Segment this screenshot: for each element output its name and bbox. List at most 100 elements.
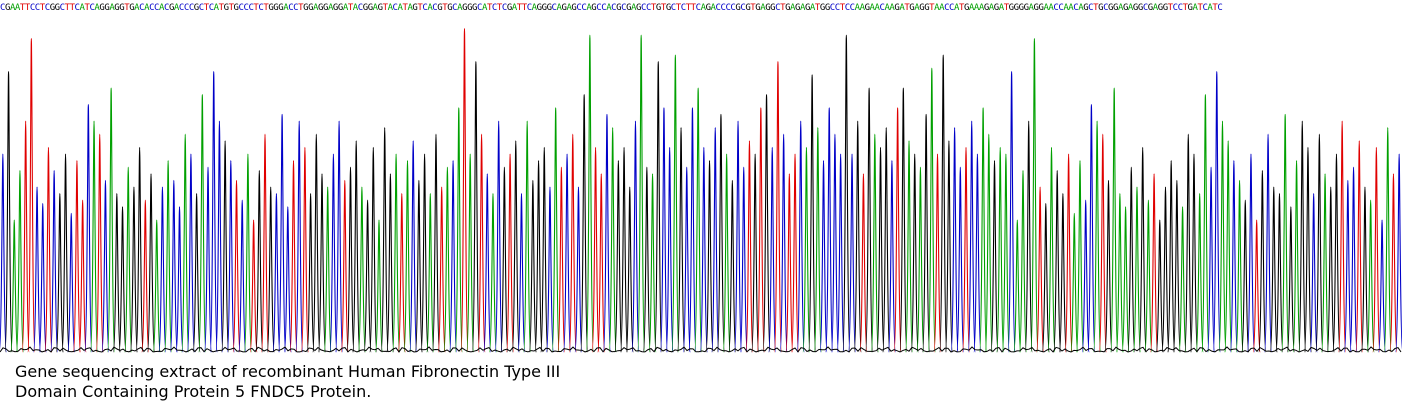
base-call-letter: T — [780, 3, 786, 13]
base-call-letter: G — [318, 3, 323, 13]
base-call-letter: G — [332, 3, 338, 13]
base-call-letter: C — [1202, 3, 1208, 13]
trace-peak-C — [1007, 70, 1016, 353]
trace-peak-C — [688, 107, 697, 353]
base-call-letter: G — [636, 3, 641, 13]
base-call-letter: C — [154, 3, 159, 13]
trace-peak-T — [597, 173, 606, 353]
trace-peak-C — [768, 146, 777, 353]
base-call-letter: A — [283, 3, 289, 13]
trace-peak-C — [0, 153, 7, 353]
trace-peak-A — [466, 153, 475, 353]
trace-peak-T — [933, 153, 942, 353]
trace-peak-A — [585, 34, 594, 353]
base-call-letter: G — [1083, 3, 1089, 13]
trace-peak-A — [1132, 186, 1142, 353]
trace-peak-A — [1018, 169, 1028, 353]
base-call-letter: G — [1157, 3, 1163, 13]
trace-peak-G — [1024, 120, 1033, 353]
trace-peak-G — [642, 166, 651, 353]
trace-peak-A — [1218, 120, 1227, 353]
trace-peak-A — [152, 219, 161, 353]
base-call-letter: A — [397, 3, 403, 13]
base-call-letter: C — [188, 3, 194, 13]
base-call-letter: G — [447, 3, 453, 13]
trace-peak-T — [785, 173, 794, 353]
base-call-letter: A — [531, 3, 537, 13]
base-call-letter: A — [556, 3, 562, 13]
base-call-letter: G — [591, 3, 597, 13]
base-call-letter: C — [526, 3, 532, 13]
trace-peak-A — [1195, 193, 1204, 353]
trace-peak-G — [882, 127, 891, 353]
base-call-letter: C — [1172, 3, 1178, 13]
base-call-letter: C — [1058, 3, 1064, 13]
base-call-letter: A — [859, 3, 865, 13]
trace-peak-A — [916, 166, 925, 353]
base-call-letter: A — [1152, 3, 1158, 13]
trace-peak-C — [203, 166, 213, 353]
base-call-letter: C — [640, 3, 646, 13]
base-call-letter: T — [442, 3, 448, 13]
base-call-letter: G — [894, 3, 900, 13]
base-call-letter: G — [268, 3, 274, 13]
base-call-letter: C — [730, 3, 736, 13]
trace-peak-G — [352, 140, 361, 353]
base-call-letter: A — [631, 3, 636, 13]
trace-peak-A — [10, 219, 19, 353]
base-call-letter: C — [775, 3, 781, 13]
base-call-letter: G — [1098, 3, 1104, 13]
base-call-letter: C — [163, 3, 169, 13]
trace-peak-A — [1115, 193, 1124, 353]
base-call-letter: A — [968, 3, 974, 13]
trace-peak-C — [602, 113, 612, 353]
base-call-letter: T — [1197, 3, 1203, 13]
base-call-letter: T — [298, 3, 304, 13]
base-call-letter: A — [144, 3, 150, 13]
trace-peak-G — [1275, 193, 1284, 353]
base-call-letter: G — [536, 3, 542, 13]
trace-peak-G — [865, 87, 874, 353]
trace-peak-T — [859, 173, 868, 353]
base-call-letter: A — [988, 3, 994, 13]
trace-peak-G — [363, 199, 372, 353]
trace-peak-C — [449, 160, 458, 353]
base-call-letter: C — [725, 3, 731, 13]
base-call-letter: C — [645, 3, 651, 13]
base-call-letter: G — [303, 3, 309, 13]
trace-peak-T — [893, 107, 902, 353]
trace-peak-G — [580, 93, 589, 353]
base-call-letter: G — [168, 3, 174, 13]
trace-peak-T — [27, 37, 36, 353]
trace-peak-G — [944, 140, 953, 353]
trace-peak-G — [146, 173, 156, 353]
trace-peak-A — [870, 133, 879, 353]
trace-peak-T — [568, 133, 577, 353]
trace-peak-C — [1349, 166, 1358, 353]
base-call-letter: C — [432, 3, 438, 13]
trace-peak-A — [1201, 93, 1210, 353]
trace-peak-G — [380, 127, 389, 353]
base-call-letter: C — [1177, 3, 1183, 13]
trace-peak-G — [1058, 193, 1067, 353]
trace-peak-G — [55, 193, 64, 353]
trace-peak-C — [158, 186, 167, 353]
base-call-letter: G — [1033, 3, 1039, 13]
trace-peak-G — [1303, 146, 1313, 353]
base-call-letter: G — [4, 3, 10, 13]
base-call-letter: A — [874, 3, 880, 13]
base-call-letter: T — [1182, 3, 1188, 13]
base-call-letter: T — [929, 3, 935, 13]
trace-peak-T — [773, 60, 783, 353]
base-call-letter: A — [1207, 3, 1213, 13]
base-call-letter: C — [1217, 3, 1223, 13]
trace-peak-C — [283, 206, 292, 353]
trace-peak-A — [1366, 199, 1375, 353]
base-call-letter: G — [377, 3, 383, 13]
trace-peak-T — [1064, 153, 1073, 353]
trace-peak-A — [1013, 219, 1022, 353]
base-call-letter: T — [124, 3, 130, 13]
trace-peak-G — [1184, 133, 1193, 353]
base-call-letter: A — [934, 3, 940, 13]
base-call-letter: C — [248, 3, 254, 13]
